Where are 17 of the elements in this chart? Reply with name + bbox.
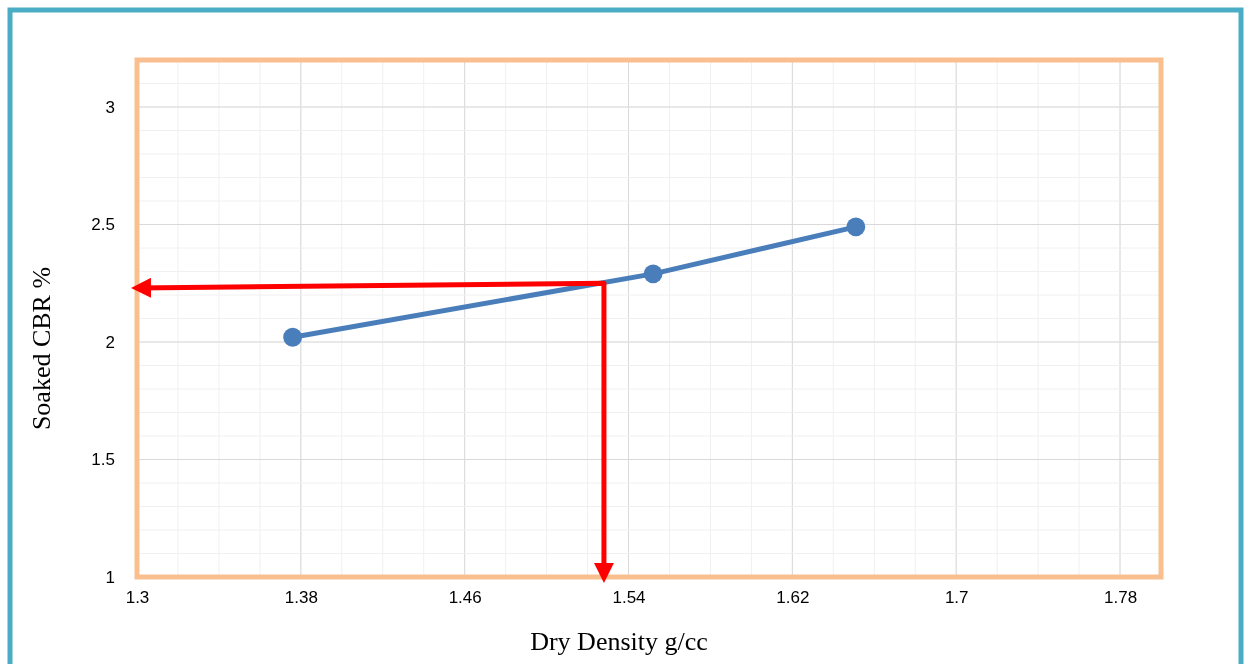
x-tick-label: 1.46 [448,588,482,608]
x-axis-title: Dry Density g/cc [530,627,708,656]
x-tick-label: 1.54 [612,588,646,608]
point [283,327,303,347]
point [643,264,663,284]
y-tick-label: 3 [105,97,115,117]
y-tick-label: 1 [105,567,115,587]
y-tick-label: 2.5 [91,215,115,235]
x-tick-label: 1.78 [1103,588,1138,608]
x-tick-label: 1.7 [944,588,969,608]
point [846,217,866,237]
x-tick-label: 1.62 [776,588,810,608]
x-tick-label: 1.3 [125,588,150,608]
y-tick-label: 2 [105,332,115,352]
x-tick-label: 1.38 [284,588,318,608]
y-tick-label: 1.5 [91,450,115,470]
y-axis-title: Soaked CBR % [27,266,56,431]
